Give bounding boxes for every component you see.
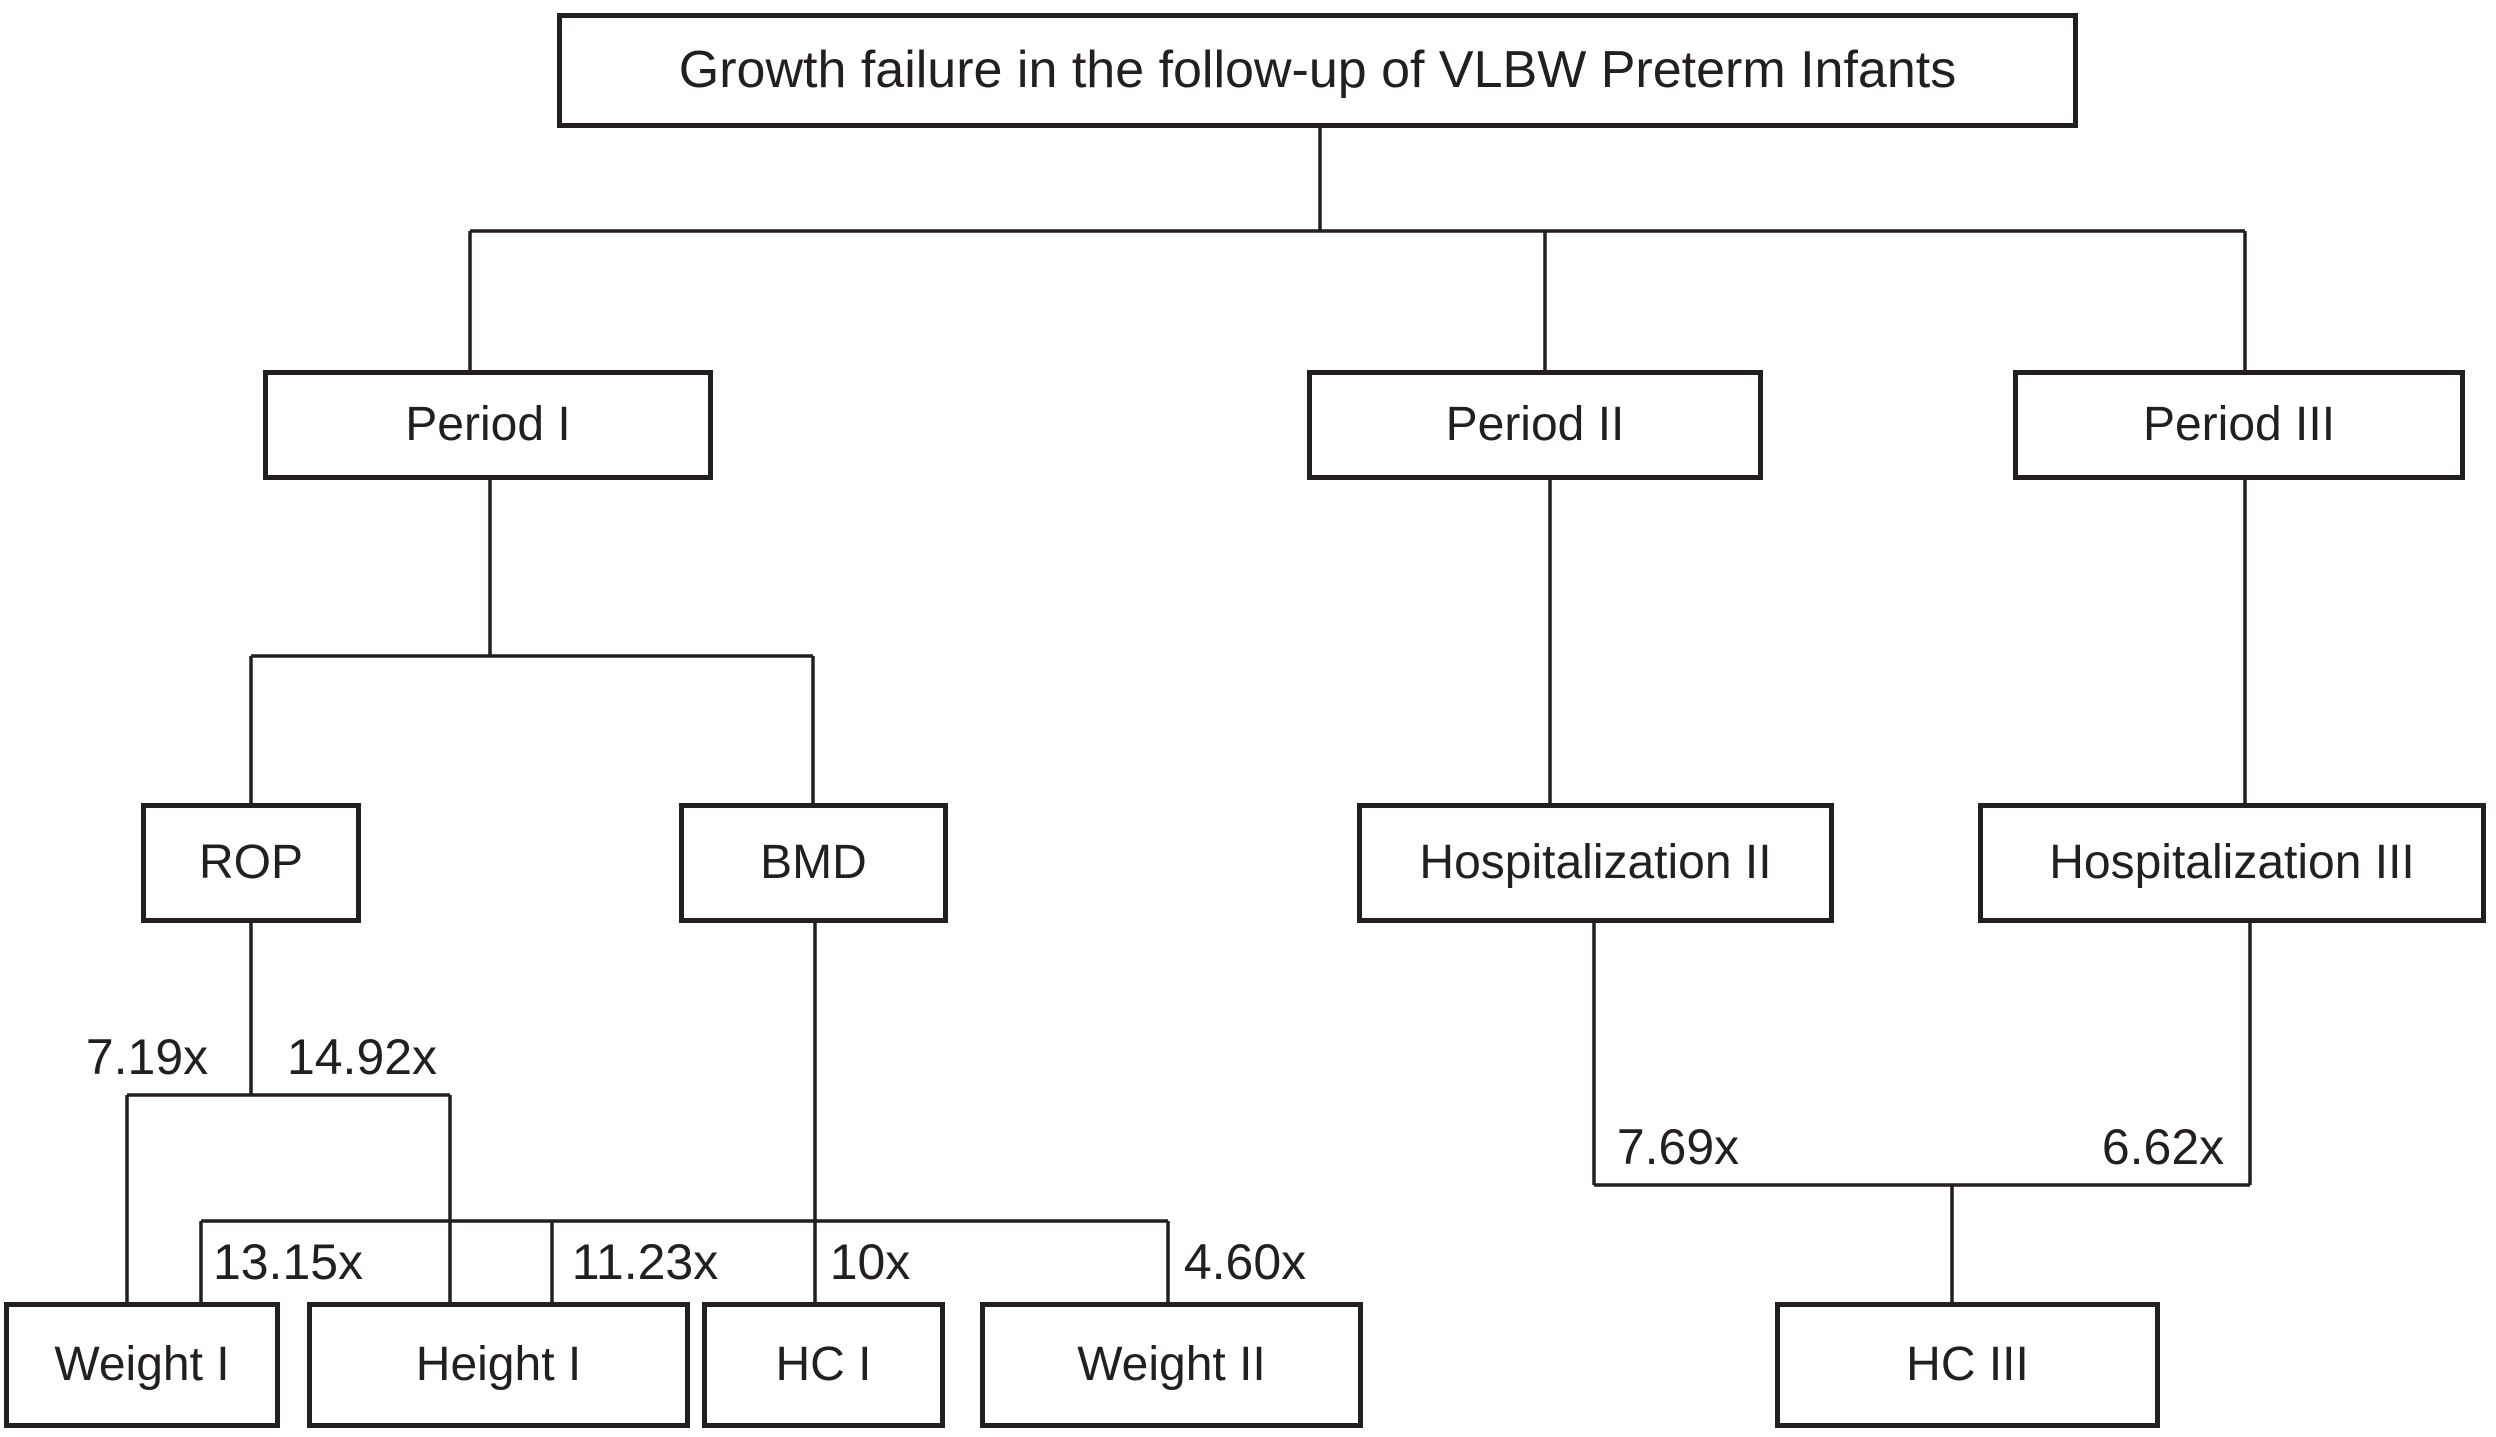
ratio-hosp3-hc3: 6.62x	[2101, 1119, 2225, 1175]
node-hc-iii-label: HC III	[1906, 1337, 2029, 1391]
node-hospitalization-iii: Hospitalization III	[1978, 803, 2486, 923]
node-period-ii: Period II	[1307, 370, 1763, 480]
node-period-iii: Period III	[2013, 370, 2465, 480]
node-period-iii-label: Period III	[2142, 397, 2336, 451]
node-hospitalization-ii: Hospitalization II	[1357, 803, 1834, 923]
node-period-i: Period I	[263, 370, 713, 480]
node-weight-ii-label: Weight II	[1077, 1337, 1266, 1391]
node-hc-i: HC I	[702, 1302, 945, 1428]
node-root-label: Growth failure in the follow-up of VLBW …	[678, 40, 1957, 99]
ratio-bmd-weight1: 13.15x	[212, 1234, 364, 1290]
node-weight-ii: Weight II	[980, 1302, 1363, 1428]
node-rop: ROP	[141, 803, 361, 923]
ratio-bmd-height1: 11.23x	[571, 1234, 719, 1290]
node-period-i-label: Period I	[405, 397, 571, 451]
node-height-i: Height I	[307, 1302, 690, 1428]
ratio-rop-height1: 14.92x	[286, 1029, 438, 1085]
node-bmd-label: BMD	[760, 835, 867, 889]
ratio-hosp2-hc3: 7.69x	[1616, 1119, 1740, 1175]
ratio-bmd-weight2: 4.60x	[1183, 1234, 1307, 1290]
node-root: Growth failure in the follow-up of VLBW …	[557, 13, 2078, 128]
node-bmd: BMD	[679, 803, 948, 923]
node-weight-i: Weight I	[4, 1302, 280, 1428]
ratio-rop-weight1: 7.19x	[85, 1029, 209, 1085]
node-period-ii-label: Period II	[1445, 397, 1625, 451]
node-hospitalization-iii-label: Hospitalization III	[2049, 835, 2415, 889]
node-hc-i-label: HC I	[775, 1337, 872, 1391]
node-hospitalization-ii-label: Hospitalization II	[1419, 835, 1772, 889]
node-weight-i-label: Weight I	[54, 1337, 230, 1391]
node-rop-label: ROP	[198, 835, 303, 889]
node-height-i-label: Height I	[415, 1337, 582, 1391]
node-hc-iii: HC III	[1775, 1302, 2160, 1428]
ratio-bmd-hc1: 10x	[829, 1234, 911, 1290]
